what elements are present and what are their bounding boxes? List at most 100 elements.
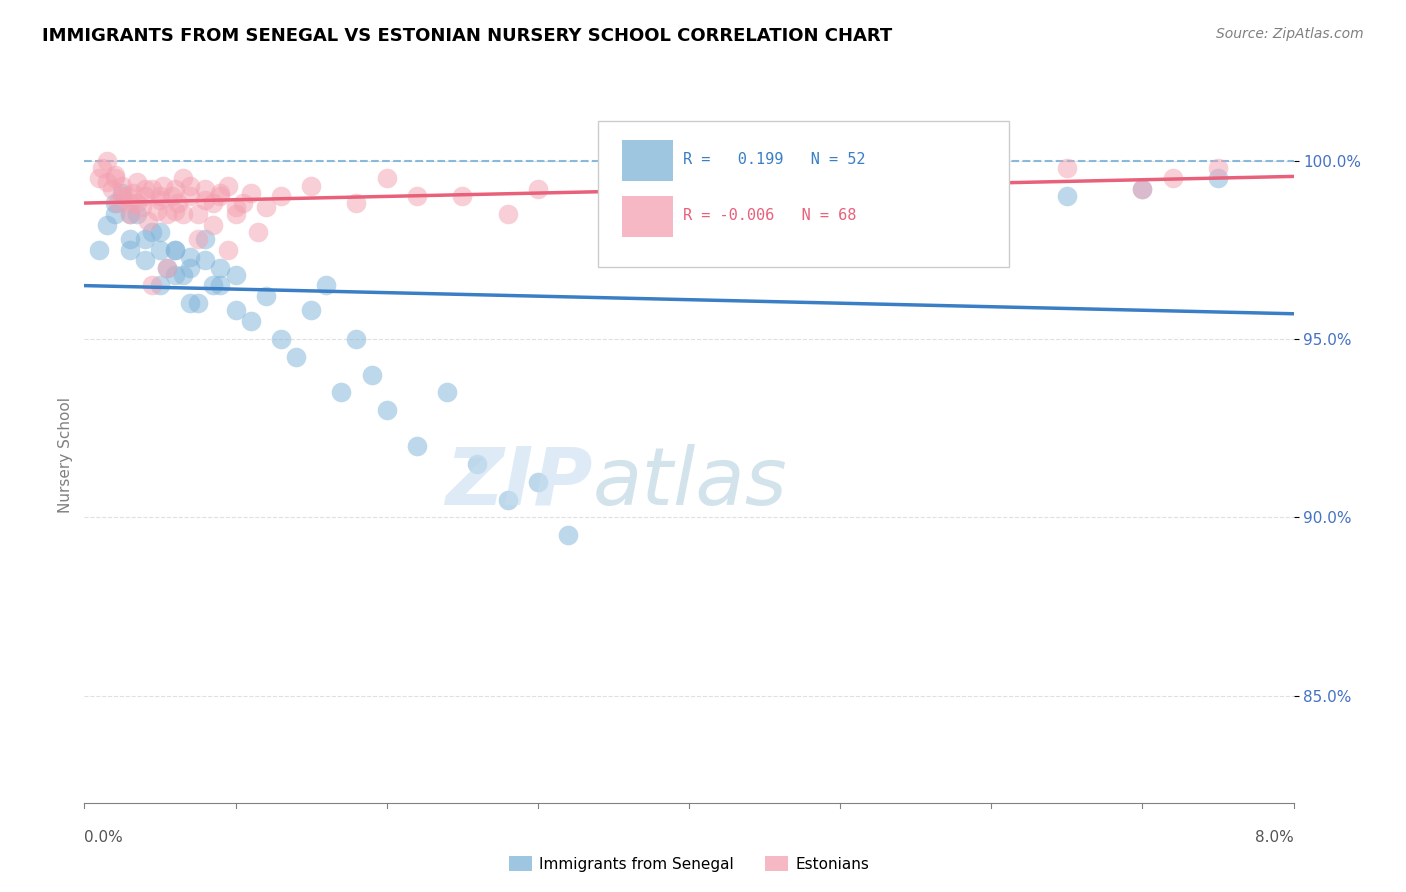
- Point: [160, 189, 183, 203]
- Point: [467, 457, 489, 471]
- Point: [201, 218, 224, 232]
- Point: [187, 207, 209, 221]
- Point: [156, 260, 179, 275]
- Point: [406, 189, 429, 203]
- Point: [375, 403, 398, 417]
- Point: [187, 296, 209, 310]
- Point: [91, 161, 114, 175]
- Text: 0.0%: 0.0%: [84, 830, 124, 845]
- Point: [194, 193, 217, 207]
- FancyBboxPatch shape: [599, 121, 1010, 267]
- Point: [149, 225, 172, 239]
- Point: [239, 186, 262, 200]
- Point: [239, 314, 262, 328]
- Point: [127, 207, 149, 221]
- Text: atlas: atlas: [592, 443, 787, 522]
- Point: [225, 268, 247, 282]
- Point: [270, 332, 292, 346]
- Point: [134, 253, 156, 268]
- Point: [172, 207, 194, 221]
- Point: [451, 189, 474, 203]
- FancyBboxPatch shape: [623, 196, 673, 237]
- Point: [1206, 171, 1229, 186]
- Point: [254, 289, 277, 303]
- Point: [100, 182, 122, 196]
- Point: [527, 475, 550, 489]
- Point: [1056, 189, 1078, 203]
- Point: [270, 189, 292, 203]
- Point: [136, 214, 159, 228]
- Point: [217, 243, 239, 257]
- Point: [156, 207, 179, 221]
- Point: [96, 175, 118, 189]
- Point: [165, 243, 187, 257]
- Point: [152, 178, 174, 193]
- Point: [172, 268, 194, 282]
- Text: IMMIGRANTS FROM SENEGAL VS ESTONIAN NURSERY SCHOOL CORRELATION CHART: IMMIGRANTS FROM SENEGAL VS ESTONIAN NURS…: [42, 27, 893, 45]
- Point: [131, 200, 153, 214]
- Point: [179, 178, 201, 193]
- Point: [678, 178, 700, 193]
- Point: [225, 200, 247, 214]
- Point: [201, 278, 224, 293]
- Point: [225, 303, 247, 318]
- Point: [165, 203, 187, 218]
- Point: [104, 171, 127, 186]
- Point: [496, 492, 519, 507]
- Point: [149, 278, 172, 293]
- Point: [1206, 161, 1229, 175]
- Point: [127, 175, 149, 189]
- Point: [127, 196, 149, 211]
- Point: [134, 182, 156, 196]
- Point: [179, 296, 201, 310]
- Point: [1056, 161, 1078, 175]
- Point: [194, 253, 217, 268]
- Point: [104, 207, 127, 221]
- Point: [179, 189, 201, 203]
- Point: [247, 225, 270, 239]
- Point: [557, 528, 579, 542]
- Point: [754, 232, 776, 246]
- Point: [134, 232, 156, 246]
- Point: [104, 168, 127, 182]
- Point: [179, 260, 201, 275]
- Point: [201, 196, 224, 211]
- Point: [149, 193, 172, 207]
- Point: [89, 243, 111, 257]
- Point: [149, 243, 172, 257]
- Point: [209, 260, 232, 275]
- Point: [904, 171, 927, 186]
- Point: [149, 189, 172, 203]
- Point: [134, 189, 156, 203]
- Point: [299, 178, 322, 193]
- Point: [118, 232, 141, 246]
- Point: [141, 182, 163, 196]
- Point: [96, 218, 118, 232]
- Point: [225, 207, 247, 221]
- Text: R = -0.006   N = 68: R = -0.006 N = 68: [683, 208, 856, 223]
- Legend: Immigrants from Senegal, Estonians: Immigrants from Senegal, Estonians: [509, 855, 869, 871]
- Point: [167, 196, 190, 211]
- Point: [346, 332, 368, 346]
- Point: [187, 232, 209, 246]
- Point: [1132, 182, 1154, 196]
- Point: [96, 153, 118, 168]
- Point: [165, 182, 187, 196]
- Point: [346, 196, 368, 211]
- Point: [156, 260, 179, 275]
- Point: [165, 243, 187, 257]
- Point: [406, 439, 429, 453]
- Point: [299, 303, 322, 318]
- Point: [118, 243, 141, 257]
- Point: [1132, 182, 1154, 196]
- Point: [360, 368, 382, 382]
- Point: [146, 203, 169, 218]
- Point: [1161, 171, 1184, 186]
- Point: [754, 178, 776, 193]
- Point: [141, 225, 163, 239]
- Point: [209, 278, 232, 293]
- Point: [179, 250, 201, 264]
- Point: [904, 207, 927, 221]
- Y-axis label: Nursery School: Nursery School: [58, 397, 73, 513]
- Point: [254, 200, 277, 214]
